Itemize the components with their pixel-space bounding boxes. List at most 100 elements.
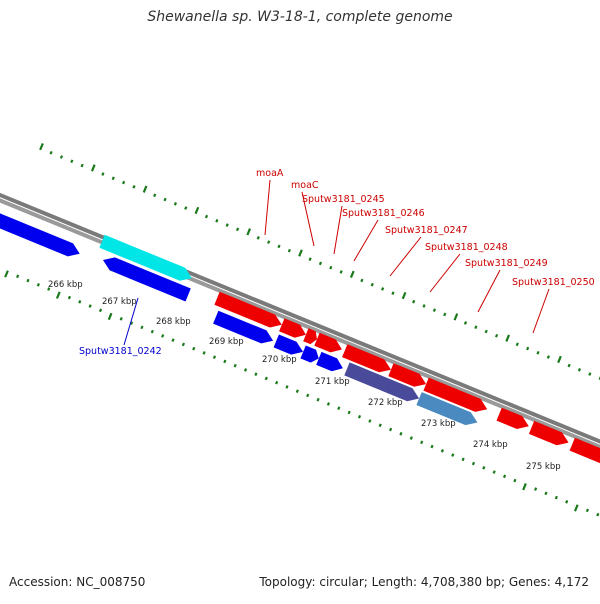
inner-tick-mark (299, 250, 302, 256)
outer-tick-mark (463, 458, 464, 461)
inner-tick-mark (82, 164, 83, 167)
gene-label: Sputw3181_0242 (79, 346, 162, 357)
outer-tick-mark (109, 313, 112, 319)
outer-tick-mark (266, 377, 267, 380)
inner-tick-mark (423, 305, 424, 308)
gene-leader-line (533, 289, 549, 333)
outer-tick-mark (307, 394, 308, 397)
gene-label: moaC (291, 180, 319, 191)
outer-tick-mark (421, 441, 422, 444)
gene-leader-line (334, 206, 342, 254)
inner-tick-mark (527, 347, 528, 350)
gene-leader-line (478, 270, 500, 312)
outer-tick-mark (349, 411, 350, 414)
inner-tick-mark (175, 202, 176, 205)
inner-tick-mark (392, 292, 393, 295)
outer-tick-mark (431, 445, 432, 448)
outer-tick-mark (214, 356, 215, 359)
inner-tick-mark (278, 245, 279, 248)
outer-tick-mark (245, 369, 246, 372)
inner-tick-mark (413, 300, 414, 303)
outer-tick-mark (276, 381, 277, 384)
outer-tick-mark (452, 454, 453, 457)
inner-tick-mark (382, 288, 383, 291)
inner-tick-mark (206, 215, 207, 218)
map-title: Shewanella sp. W3-18-1, complete genome (0, 9, 600, 25)
gene-label: moaA (256, 168, 284, 179)
gene-leader-line (265, 180, 270, 235)
inner-tick-mark (196, 207, 199, 213)
outer-tick-mark (57, 292, 60, 298)
outer-tick-mark (328, 403, 329, 406)
outer-tick-mark (286, 386, 287, 389)
kbp-label: 275 kbp (526, 462, 561, 472)
inner-tick-mark (40, 143, 43, 149)
inner-tick-mark (133, 185, 134, 188)
inner-tick-mark (548, 356, 549, 359)
outer-tick-mark (38, 283, 39, 286)
outer-tick-mark (121, 317, 122, 320)
gene-arrow-0246 (316, 352, 343, 371)
gene-leader-line (390, 237, 421, 276)
outer-tick-mark (504, 475, 505, 478)
inner-tick-mark (434, 309, 435, 312)
inner-tick-mark (506, 335, 509, 341)
inner-tick-mark (113, 177, 114, 180)
inner-tick-mark (164, 198, 165, 201)
outer-tick-mark (183, 343, 184, 346)
inner-tick-mark (351, 271, 354, 277)
outer-tick-mark (523, 483, 526, 489)
accession-text: Accession: NC_008750 (9, 575, 145, 589)
outer-tick-mark (162, 334, 163, 337)
inner-tick-mark (268, 241, 269, 244)
outer-tick-mark (411, 437, 412, 440)
inner-tick-mark (102, 173, 103, 176)
outer-tick-mark (5, 271, 8, 277)
outer-tick-mark (27, 279, 28, 282)
outer-tick-mark (390, 428, 391, 431)
inner-tick-mark (330, 266, 331, 269)
outer-tick-mark (359, 415, 360, 418)
gene-arrow-0245 (300, 346, 318, 363)
outer-tick-mark (17, 275, 18, 278)
outer-tick-mark (597, 513, 598, 516)
tick-layer (0, 143, 600, 537)
inner-tick-mark (310, 258, 311, 261)
gene-label: Sputw3181_0246 (342, 208, 425, 219)
inner-tick-mark (258, 236, 259, 239)
inner-tick-mark (154, 194, 155, 197)
inner-tick-mark (61, 156, 62, 159)
outer-tick-mark (90, 305, 91, 308)
outer-tick-mark (535, 488, 536, 491)
inner-tick-mark (496, 334, 497, 337)
outer-tick-mark (172, 339, 173, 342)
inner-tick-mark (361, 279, 362, 282)
kbp-label: 267 kbp (102, 297, 137, 307)
outer-tick-mark (442, 449, 443, 452)
outer-tick-mark (587, 509, 588, 512)
genome-stats-text: Topology: circular; Length: 4,708,380 bp… (259, 575, 589, 589)
gene-leader-line (430, 254, 460, 292)
inner-tick-mark (51, 151, 52, 154)
inner-tick-mark (237, 228, 238, 231)
outer-tick-mark (193, 347, 194, 350)
gene-label: Sputw3181_0249 (465, 258, 548, 269)
outer-tick-mark (575, 505, 578, 511)
inner-tick-mark (579, 368, 580, 371)
kbp-label: 270 kbp (262, 355, 297, 365)
outer-tick-mark (380, 424, 381, 427)
gene-arrow-red (570, 438, 600, 472)
inner-tick-mark (227, 224, 228, 227)
inner-tick-mark (185, 207, 186, 210)
inner-tick-mark (71, 160, 72, 163)
inner-tick-mark (144, 186, 147, 192)
outer-tick-mark (235, 364, 236, 367)
kbp-label: 274 kbp (473, 440, 508, 450)
outer-tick-mark (514, 479, 515, 482)
inner-tick-mark (320, 262, 321, 265)
inner-tick-mark (341, 271, 342, 274)
inner-tick-mark (589, 373, 590, 376)
outer-tick-mark (556, 496, 557, 499)
gene-label: Sputw3181_0247 (385, 225, 468, 236)
